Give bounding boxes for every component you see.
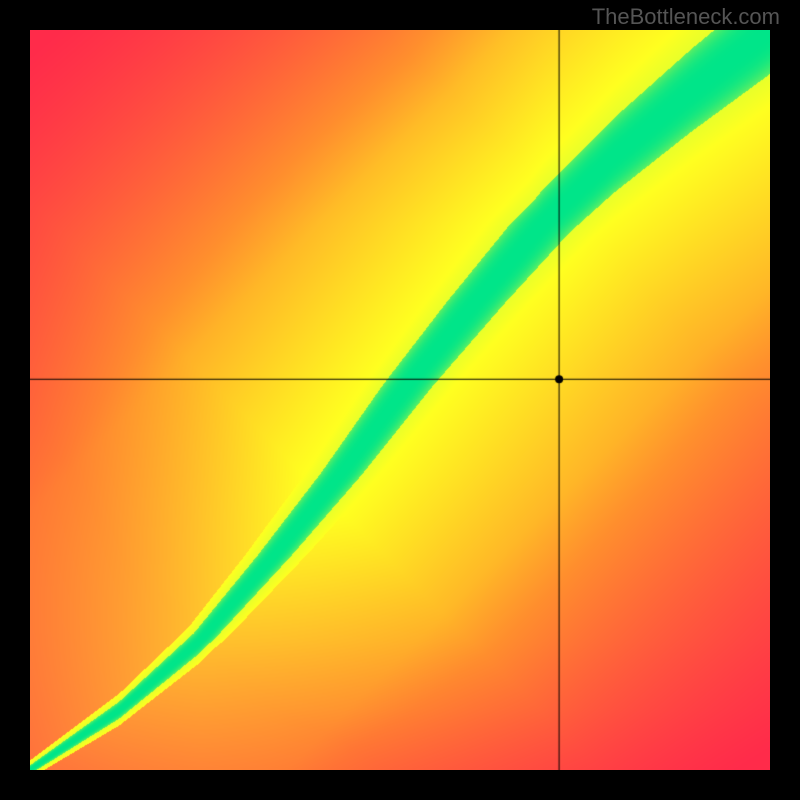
heatmap-frame [30,30,770,770]
watermark-text: TheBottleneck.com [592,4,780,30]
heatmap-canvas [30,30,770,770]
